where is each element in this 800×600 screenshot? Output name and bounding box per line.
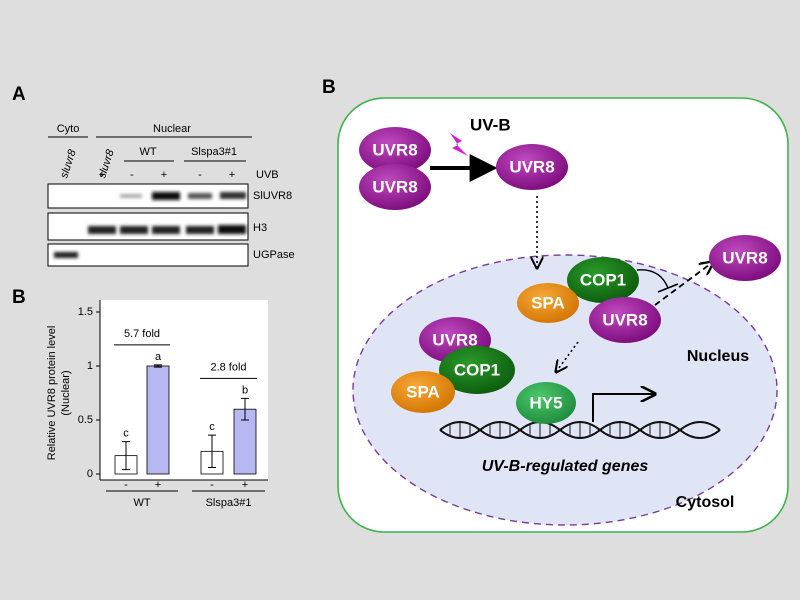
panel-label: B xyxy=(12,287,26,308)
uv-bolt xyxy=(450,133,468,156)
genotype-label: Slspa3#1 xyxy=(191,146,237,158)
blot-label: UGPase xyxy=(253,249,295,261)
fraction-label: Cyto xyxy=(57,123,80,135)
x-tick-label: + xyxy=(155,479,161,491)
nucleus-label: Nucleus xyxy=(687,348,749,365)
bar xyxy=(146,365,170,475)
cytosol-label: Cytosol xyxy=(676,494,735,511)
x-tick-label: - xyxy=(124,479,128,491)
uvb-sign: + xyxy=(161,169,167,181)
protein-label: HY5 xyxy=(529,393,562,412)
protein-label: UVR8 xyxy=(509,157,554,176)
y-tick-label: 1.5 xyxy=(78,306,93,318)
dna xyxy=(439,421,721,439)
protein-label: SPA xyxy=(406,382,440,401)
protein xyxy=(439,346,515,394)
uvb-sign: - xyxy=(198,169,202,181)
genotype-label: WT xyxy=(139,146,156,158)
fold-label: 2.8 fold xyxy=(210,361,246,373)
panel-label: A xyxy=(12,84,26,105)
x-tick-label: + xyxy=(242,479,248,491)
blot-label: SlUVR8 xyxy=(253,190,292,202)
panel-a: A Cyto Nuclear sluvr8 sluvr8 WT Slspa3#1… xyxy=(12,84,295,267)
protein xyxy=(517,283,579,323)
x-tick-label: - xyxy=(210,479,214,491)
uvb-sign: + xyxy=(229,169,235,181)
protein-label: COP1 xyxy=(454,360,500,379)
significance-letter: b xyxy=(242,384,248,396)
inhibition xyxy=(636,269,669,289)
protein xyxy=(391,371,455,413)
bands xyxy=(120,192,246,200)
protein-label: UVR8 xyxy=(372,140,417,159)
protein xyxy=(567,257,639,303)
fraction-label: Nuclear xyxy=(153,123,191,135)
uvb-label: UV-B xyxy=(470,115,511,134)
protein xyxy=(589,297,661,343)
protein-label: UVR8 xyxy=(432,330,477,349)
protein xyxy=(516,382,576,424)
lane-label: sluvr8 xyxy=(58,147,79,179)
error-bar xyxy=(122,441,130,471)
error-bar xyxy=(208,434,216,469)
protein-label: UVR8 xyxy=(372,177,417,196)
y-tick-label: 0.5 xyxy=(78,414,93,426)
uvb-sign: - xyxy=(130,169,134,181)
blot xyxy=(47,183,249,209)
protein-label: COP1 xyxy=(580,270,626,289)
bar-chart: B Relative UVR8 protein level (Nuclear) … xyxy=(12,287,268,509)
bands xyxy=(54,252,78,258)
protein-label: UVR8 xyxy=(722,248,767,267)
significance-letter: c xyxy=(123,428,129,440)
genes-label: UV-B-regulated genes xyxy=(482,458,649,475)
arrow xyxy=(654,262,713,306)
significance-letter: a xyxy=(155,351,162,363)
inhibition-bar xyxy=(657,283,679,293)
arrow xyxy=(556,341,579,372)
error-bar xyxy=(241,397,249,421)
protein-label: SPA xyxy=(531,293,565,312)
y-tick-label: 1 xyxy=(87,360,93,372)
significance-letter: c xyxy=(209,421,215,433)
group-label: Slspa3#1 xyxy=(206,497,252,509)
uvb-label: UVB xyxy=(256,169,279,181)
fold-label: 5.7 fold xyxy=(124,328,160,340)
protein xyxy=(496,144,568,190)
protein xyxy=(359,127,431,173)
group-label: WT xyxy=(133,497,150,509)
panel-label: B xyxy=(322,77,336,98)
protein xyxy=(359,164,431,210)
error-bar xyxy=(154,364,162,368)
blot-label: H3 xyxy=(253,222,267,234)
pathway-diagram: B UV-B UV-B-regulated genes Nucleus Cyto… xyxy=(322,77,789,533)
y-axis-label: (Nuclear) xyxy=(60,370,72,415)
y-tick-label: 0 xyxy=(87,468,93,480)
protein xyxy=(709,235,781,281)
blot xyxy=(47,243,249,267)
uvb-sign: + xyxy=(99,169,105,181)
y-axis-label: Relative UVR8 protein level xyxy=(46,326,58,461)
protein-label: UVR8 xyxy=(602,310,647,329)
transcription-arrow xyxy=(592,394,655,422)
bands xyxy=(88,225,246,234)
